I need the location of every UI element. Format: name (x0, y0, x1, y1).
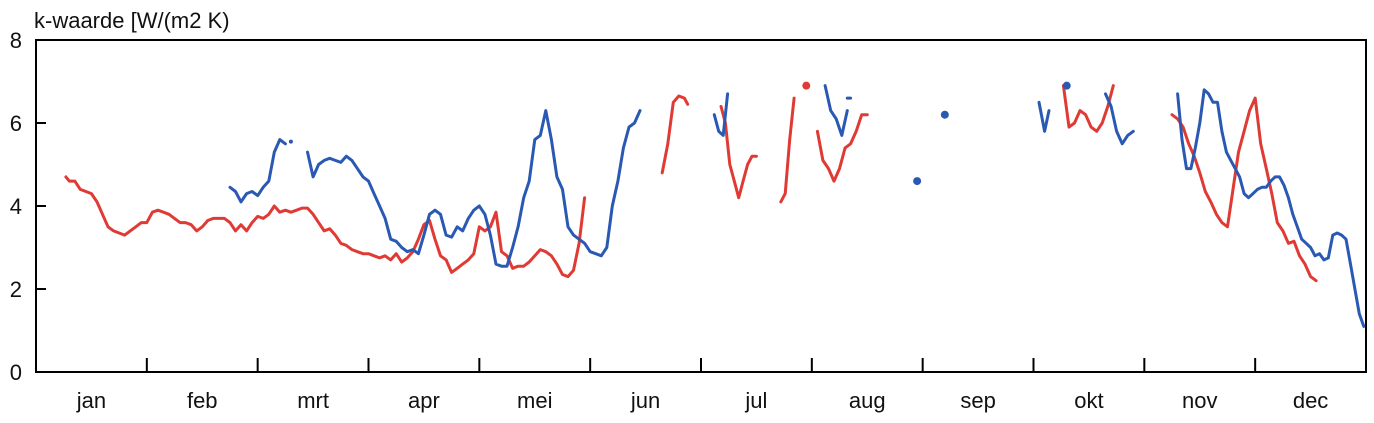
series-line (1170, 96, 1318, 283)
series-line (815, 113, 869, 183)
x-tick-label: mei (517, 388, 552, 413)
series-line (779, 96, 796, 204)
x-tick-label: dec (1293, 388, 1328, 413)
plot-frame (35, 39, 1367, 373)
series-line (1104, 92, 1135, 146)
y-tick-label: 6 (10, 111, 22, 136)
x-tick-label: jan (76, 388, 106, 413)
x-tick-label: jul (744, 388, 767, 413)
series-line (719, 104, 758, 200)
series-red (64, 81, 1318, 283)
y-tick-label: 4 (10, 194, 22, 219)
x-tick-label: nov (1182, 388, 1217, 413)
series-point (940, 110, 949, 119)
x-tick-label: sep (960, 388, 995, 413)
series-point (802, 81, 811, 90)
x-tick-label: apr (408, 388, 440, 413)
series-layer (64, 81, 1366, 328)
x-tick-label: jun (630, 388, 660, 413)
x-axis: jan feb mrt apr mei jun jul aug sep okt nov dec (76, 358, 1328, 413)
y-tick-label: 2 (10, 277, 22, 302)
x-tick-label: feb (187, 388, 218, 413)
x-tick-label: okt (1074, 388, 1103, 413)
y-tick-label: 8 (10, 28, 22, 53)
series-line (1176, 88, 1366, 328)
series-line (660, 94, 690, 175)
y-axis-label: k-waarde [W/(m2 K) (34, 8, 230, 33)
y-axis: 0 2 4 6 8 (10, 28, 46, 385)
series-line (306, 109, 642, 268)
series-point (913, 177, 922, 186)
x-tick-label: mrt (297, 388, 329, 413)
series-point (1062, 81, 1071, 90)
series-line (1037, 100, 1051, 133)
series-line (228, 138, 287, 204)
series-blue (228, 81, 1366, 328)
series-line (64, 175, 587, 279)
series-line (712, 92, 730, 137)
x-tick-label: aug (849, 388, 886, 413)
series-line (1061, 84, 1115, 133)
series-point (288, 139, 293, 144)
y-tick-label: 0 (10, 360, 22, 385)
series-line (823, 84, 849, 137)
